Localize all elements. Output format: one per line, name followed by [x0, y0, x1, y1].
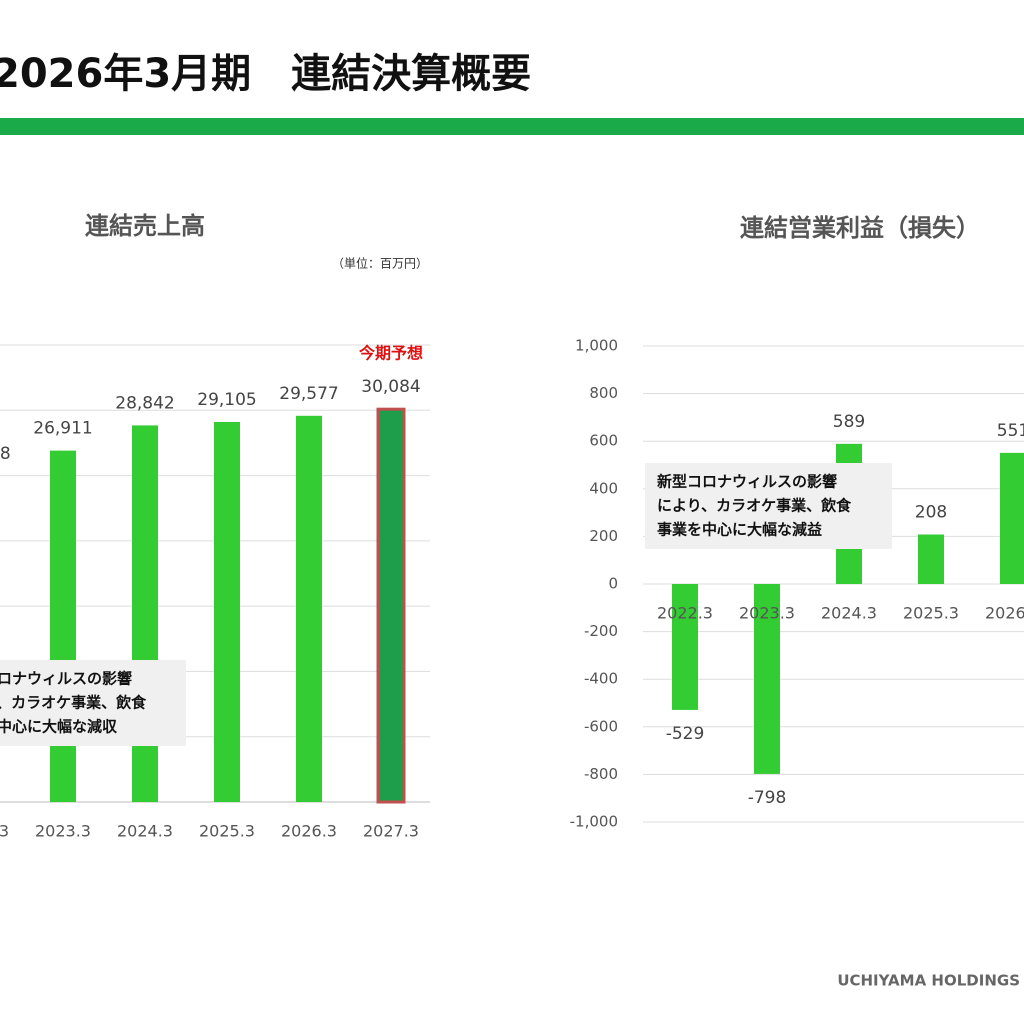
x-tick-label: 2024.3 — [117, 822, 173, 841]
y-tick-label: -1,000 — [570, 813, 618, 831]
header-bar — [0, 118, 1024, 135]
note-box — [645, 463, 892, 549]
bar — [672, 584, 698, 710]
y-tick-label: -800 — [584, 765, 618, 783]
data-label: 28,842 — [115, 393, 174, 413]
note-text: 新型コロナウィルスの影響 — [0, 670, 132, 688]
chart-title: 連結営業利益（損失） — [740, 214, 980, 242]
y-tick-label: 400 — [589, 479, 618, 497]
x-tick-label: 2027.3 — [363, 822, 419, 841]
bar — [50, 450, 76, 802]
data-label: -798 — [748, 788, 787, 808]
data-label: 29,577 — [279, 384, 338, 404]
data-label: 30,084 — [361, 377, 420, 397]
highlighted-bar — [376, 407, 406, 804]
note-text: により、カラオケ事業、飲食 — [0, 694, 147, 712]
data-label: 589 — [833, 412, 865, 432]
data-label: 208 — [915, 502, 947, 522]
note-text: 事業を中心に大幅な減益 — [657, 521, 822, 539]
data-label: 26,911 — [33, 419, 92, 439]
slide-title: 2026年3月期 連結決算概要 — [0, 51, 531, 97]
y-tick-label: 800 — [589, 384, 618, 402]
note-text: 新型コロナウィルスの影響 — [657, 473, 837, 491]
y-tick-label: -200 — [584, 622, 618, 640]
forecast-label: 今期予想 — [358, 344, 423, 363]
data-label: 29,105 — [197, 390, 256, 410]
note-box — [0, 660, 186, 746]
data-label: 24,958 — [0, 444, 11, 464]
note-text: 事業を中心に大幅な減収 — [0, 718, 118, 736]
footer: UCHIYAMA HOLDINGS — [837, 972, 1020, 990]
x-tick-label: 2023.3 — [739, 604, 795, 623]
y-tick-label: 600 — [589, 432, 618, 450]
x-tick-label: 2026.3 — [985, 604, 1024, 623]
x-tick-label: 2026.3 — [281, 822, 337, 841]
x-tick-label: 2022.3 — [657, 604, 713, 623]
unit-label: （単位：百万円） — [332, 256, 428, 271]
bar — [296, 415, 322, 802]
y-tick-label: 1,000 — [575, 337, 618, 355]
y-tick-label: 0 — [608, 575, 618, 593]
data-label: 551 — [997, 421, 1024, 441]
y-tick-label: -400 — [584, 670, 618, 688]
bar — [1000, 452, 1024, 584]
bar — [754, 584, 780, 774]
x-tick-label: 2024.3 — [821, 604, 877, 623]
x-tick-label: 2022.3 — [0, 822, 9, 841]
x-tick-label: 2023.3 — [35, 822, 91, 841]
bar — [214, 421, 240, 802]
y-tick-label: 200 — [589, 527, 618, 545]
y-tick-label: -600 — [584, 717, 618, 735]
bar — [918, 534, 944, 584]
x-tick-label: 2025.3 — [199, 822, 255, 841]
data-label: -529 — [666, 724, 705, 744]
note-text: により、カラオケ事業、飲食 — [657, 497, 852, 515]
chart-title: 連結売上高 — [85, 212, 205, 240]
x-tick-label: 2025.3 — [903, 604, 959, 623]
